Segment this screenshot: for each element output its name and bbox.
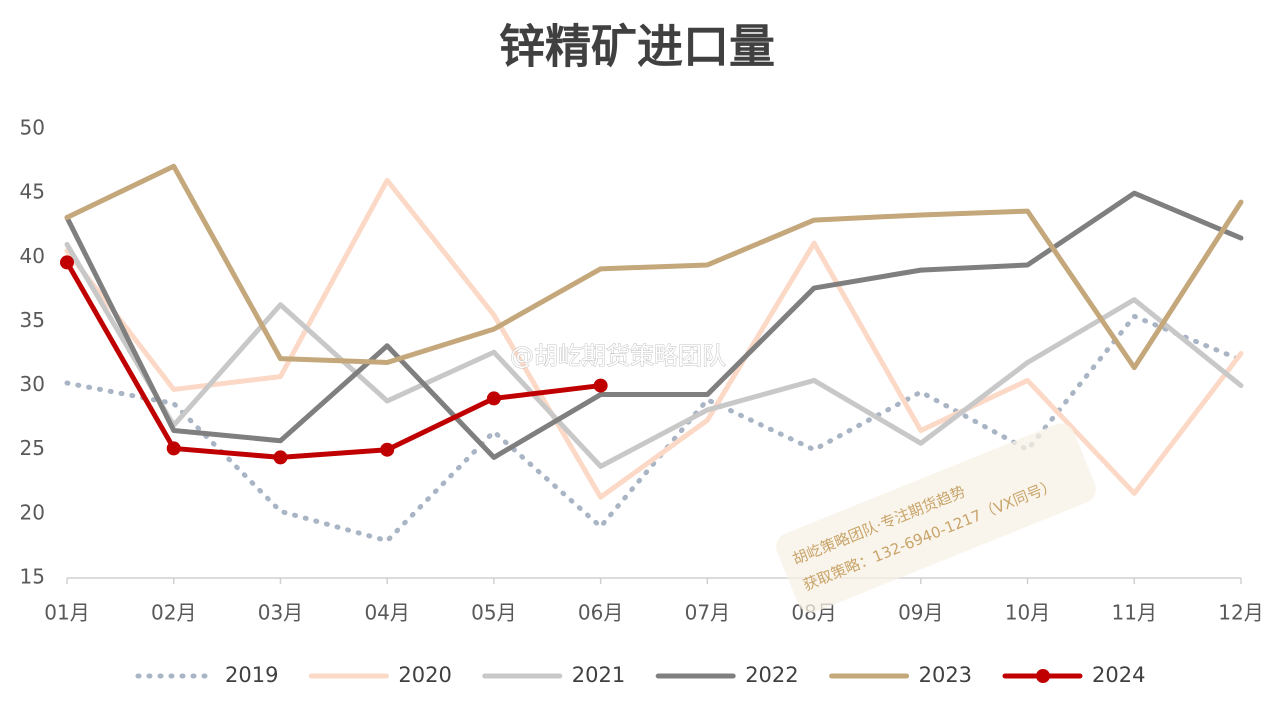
x-tick-label: 12月 [1218,601,1263,625]
legend-label: 2022 [745,663,798,687]
x-tick-label: 05月 [471,601,516,625]
chart-title: 锌精矿进口量 [499,20,775,74]
y-tick-label: 15 [20,565,45,589]
x-tick-label: 04月 [364,601,409,625]
x-tick-label: 11月 [1112,601,1157,625]
x-tick-label: 10月 [1005,601,1050,625]
x-tick-label: 07月 [685,601,730,625]
stamp-bg [776,423,1096,613]
series-marker [166,441,181,456]
series-marker [380,442,395,457]
legend-label: 2020 [398,663,451,687]
y-tick-label: 50 [20,116,45,140]
y-tick-label: 30 [20,372,45,396]
legend-label: 2023 [919,663,972,687]
series-line [64,163,1244,371]
series-line [64,177,1244,500]
series-line [64,259,604,460]
legend-label: 2024 [1092,663,1145,687]
stamp: 胡屹策略团队·专注期货趋势 获取策略：132-6940-1217（VX同号） [776,423,1096,613]
series-marker [486,391,501,406]
legend-label: 2019 [225,663,278,687]
legend-marker [1036,669,1050,683]
y-tick-label: 25 [20,436,45,460]
y-tick-label: 40 [20,244,45,268]
series-marker [60,255,74,270]
series-marker [273,450,288,465]
x-tick-label: 06月 [578,601,623,625]
x-tick-label: 09月 [898,601,943,625]
y-tick-label: 20 [20,500,45,524]
legend-label: 2021 [572,663,625,687]
y-tick-label: 45 [20,180,45,204]
x-tick-label: 02月 [151,601,196,625]
series-line [64,313,1244,544]
y-tick-label: 35 [20,308,45,332]
series-line [64,190,1244,460]
x-tick-label: 03月 [258,601,303,625]
x-tick-label: 01月 [44,601,89,625]
series-marker [593,378,608,393]
watermark: @胡屹期货策略团队 [510,342,726,370]
